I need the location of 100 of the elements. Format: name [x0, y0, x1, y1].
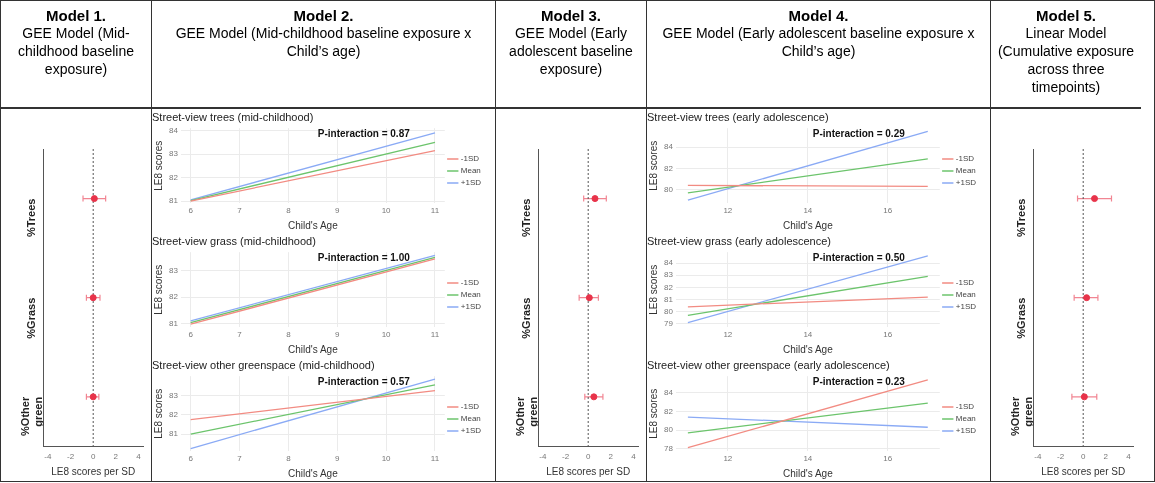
x-tick-label: 12: [723, 206, 733, 216]
y-tick-label: 82: [168, 292, 179, 302]
annotation: P-interaction = 0.29: [812, 127, 906, 139]
annotation: P-interaction = 1.00: [317, 251, 411, 263]
x-tick-label: 10: [381, 206, 392, 216]
x-tick-label: -4: [539, 452, 548, 462]
y-tick-label: 84: [663, 258, 674, 268]
x-axis-title: LE8 scores per SD: [1041, 465, 1126, 477]
y-tick-label: 84: [663, 388, 674, 398]
x-axis-title: Child's Age: [287, 467, 339, 479]
x-tick-label: -2: [67, 452, 75, 462]
y-tick-label: 82: [663, 282, 674, 292]
y-tick-label: %Trees: [25, 198, 38, 238]
chart-title: Street-view grass (early adolescence): [647, 234, 832, 247]
chart-title: Model 3.: [540, 7, 602, 24]
legend-label: Mean: [460, 290, 481, 300]
x-tick-label: 9: [335, 330, 341, 340]
y-tick-label: %Grass: [1015, 297, 1028, 339]
x-tick-label: 0: [1080, 452, 1086, 462]
x-tick-label: 7: [237, 454, 243, 464]
y-tick-label: %Trees: [520, 198, 533, 238]
legend-label: +1SD: [460, 302, 482, 312]
x-axis-title: Child's Age: [782, 343, 834, 355]
x-tick-label: 4: [1126, 452, 1132, 462]
x-tick-label: 7: [237, 330, 243, 340]
x-tick-label: -2: [1057, 452, 1065, 462]
chart-subtitle: GEE Model (Mid-childhood baseline exposure): [17, 24, 135, 78]
text: Model 4.: [787, 7, 850, 24]
legend-label: Mean: [460, 166, 481, 176]
x-tick-label: 4: [631, 452, 637, 462]
legend-label: -1SD: [955, 402, 975, 412]
y-tick-label: 82: [663, 163, 674, 173]
x-tick-label: 12: [723, 454, 733, 464]
x-tick-label: 2: [1103, 452, 1109, 462]
y-tick-label: 83: [168, 149, 179, 159]
y-tick-label: 81: [663, 294, 674, 304]
y-axis-title: LE8 scores: [647, 140, 659, 191]
y-tick-label: %Trees: [1015, 198, 1028, 238]
y-tick-label: 79: [663, 318, 674, 328]
x-tick-label: 16: [883, 206, 893, 216]
x-tick-label: -2: [562, 452, 570, 462]
legend-label: +1SD: [460, 178, 482, 188]
legend-label: -1SD: [460, 402, 480, 412]
y-tick-label: 83: [168, 390, 179, 400]
x-tick-label: 9: [335, 454, 341, 464]
y-tick-label: 81: [168, 196, 179, 206]
legend-label: Mean: [955, 290, 976, 300]
legend-label: -1SD: [460, 278, 480, 288]
x-tick-label: 8: [286, 206, 292, 216]
y-tick-label: %Grass: [25, 297, 38, 339]
x-tick-label: 2: [113, 452, 119, 462]
chart-title: Model 1.: [45, 7, 107, 24]
y-tick-label: 82: [663, 406, 674, 416]
chart-title: Street-view other greenspace (mid-childhood): [152, 358, 375, 371]
y-axis-title: LE8 scores: [647, 388, 659, 439]
y-tick-label: 80: [663, 425, 674, 435]
chart-title: Street-view grass (mid-childhood): [152, 234, 316, 247]
y-tick-label: 83: [663, 270, 674, 280]
legend-label: Mean: [955, 166, 976, 176]
legend-label: -1SD: [955, 154, 975, 164]
x-tick-label: 12: [723, 330, 733, 340]
x-tick-label: 6: [188, 454, 194, 464]
text: GEE Model (Early adolescent baseline exposure x Child’s age): [661, 24, 976, 60]
annotation: P-interaction = 0.23: [812, 375, 906, 387]
x-axis-title: Child's Age: [782, 219, 834, 231]
x-tick-label: 6: [188, 206, 194, 216]
legend-label: Mean: [460, 414, 481, 424]
x-tick-label: 16: [883, 454, 893, 464]
y-tick-label: %Other green: [18, 396, 45, 436]
x-tick-label: 11: [430, 454, 440, 464]
legend-label: -1SD: [460, 154, 480, 164]
x-tick-label: 16: [883, 330, 893, 340]
chart-title: Street-view trees (mid-childhood): [152, 110, 314, 123]
legend-label: +1SD: [955, 302, 977, 312]
chart-subtitle: Linear Model (Cumulative exposure across three timepoints): [997, 24, 1135, 96]
y-tick-label: 78: [663, 443, 674, 453]
y-axis-title: LE8 scores: [647, 264, 659, 315]
x-tick-label: 10: [381, 454, 392, 464]
annotation: P-interaction = 0.50: [812, 251, 906, 263]
y-axis-title: LE8 scores: [152, 140, 164, 191]
legend-label: +1SD: [955, 178, 977, 188]
x-axis-title: LE8 scores per SD: [51, 465, 136, 477]
chart-title: Street-view other greenspace (early adolescence): [647, 358, 890, 371]
x-tick-label: 11: [430, 206, 440, 216]
chart-subtitle: GEE Model (Early adolescent baseline exposure): [508, 24, 634, 78]
annotation: P-interaction = 0.57: [317, 375, 411, 387]
x-tick-label: 11: [430, 330, 440, 340]
x-tick-label: 8: [286, 454, 292, 464]
x-axis-title: Child's Age: [287, 219, 339, 231]
x-tick-label: 0: [90, 452, 96, 462]
text: Model 2.: [292, 7, 355, 24]
x-tick-label: 10: [381, 330, 392, 340]
annotation: P-interaction = 0.87: [317, 127, 411, 139]
x-axis-title: LE8 scores per SD: [546, 465, 631, 477]
legend-label: Mean: [955, 414, 976, 424]
y-tick-label: 83: [168, 265, 179, 275]
x-axis-title: Child's Age: [782, 467, 834, 479]
y-tick-label: 80: [663, 184, 674, 194]
x-tick-label: 14: [803, 454, 813, 464]
y-axis-title: LE8 scores: [152, 264, 164, 315]
